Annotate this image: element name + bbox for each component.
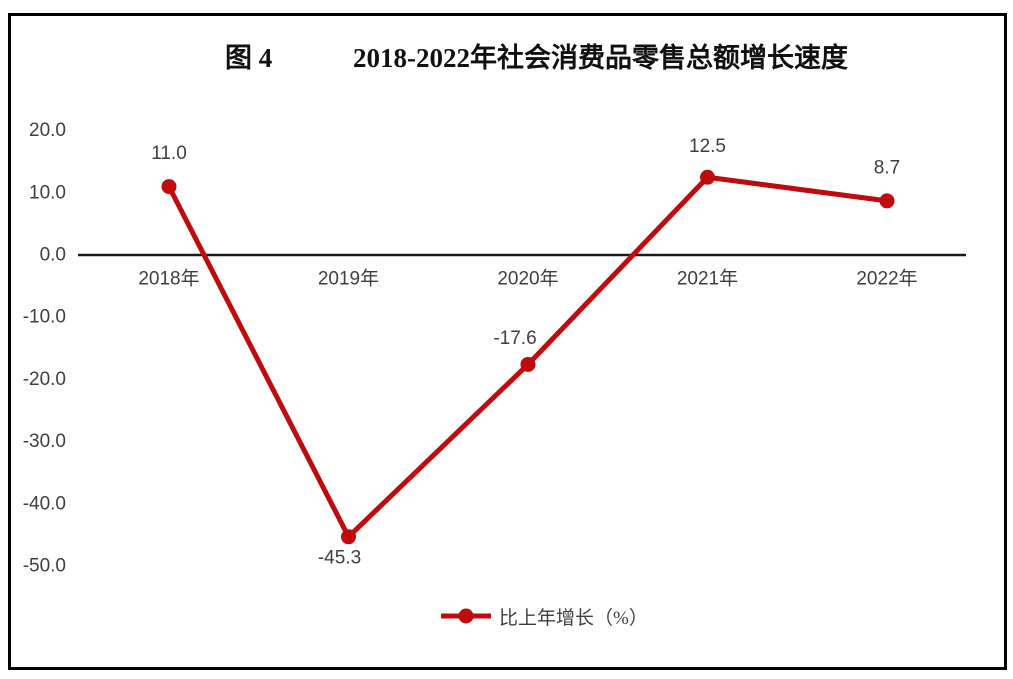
legend-line-marker-icon [441, 608, 491, 624]
y-axis-tick-label: -30.0 [23, 431, 66, 452]
data-point-marker [879, 193, 895, 209]
data-point-marker [520, 356, 536, 372]
y-axis-tick-label: 0.0 [40, 245, 66, 266]
y-axis-tick-label: -40.0 [23, 493, 66, 514]
y-axis-tick-label: -20.0 [23, 369, 66, 390]
data-point-label: -17.6 [493, 328, 536, 349]
y-axis-tick-label: 20.0 [29, 120, 66, 141]
legend-label: 比上年增长（%） [499, 607, 648, 629]
legend: 比上年增长（%） [441, 603, 648, 629]
x-axis-category-label: 2018年 [138, 268, 199, 290]
data-point-label: 11.0 [151, 143, 187, 164]
data-point-marker [700, 169, 715, 185]
x-axis-category-label: 2022年 [856, 268, 917, 290]
x-axis-category-label: 2019年 [318, 268, 379, 290]
y-axis-tick-label: -50.0 [23, 556, 66, 577]
figure-number-label: 图 4 [225, 43, 273, 73]
data-point-label: -45.3 [318, 547, 361, 568]
x-axis-category-label: 2020年 [497, 268, 558, 290]
data-point-label: 12.5 [689, 136, 726, 157]
data-point-marker [161, 179, 177, 195]
data-point-label: 8.7 [874, 157, 900, 178]
y-axis-tick-label: -10.0 [23, 307, 66, 328]
y-axis-tick-label: 10.0 [29, 182, 66, 203]
data-point-marker [341, 529, 356, 545]
x-axis-category-label: 2021年 [677, 268, 738, 290]
chart-border-frame [8, 13, 1007, 670]
figure-title: 2018-2022年社会消费品零售总额增长速度 [353, 43, 848, 73]
